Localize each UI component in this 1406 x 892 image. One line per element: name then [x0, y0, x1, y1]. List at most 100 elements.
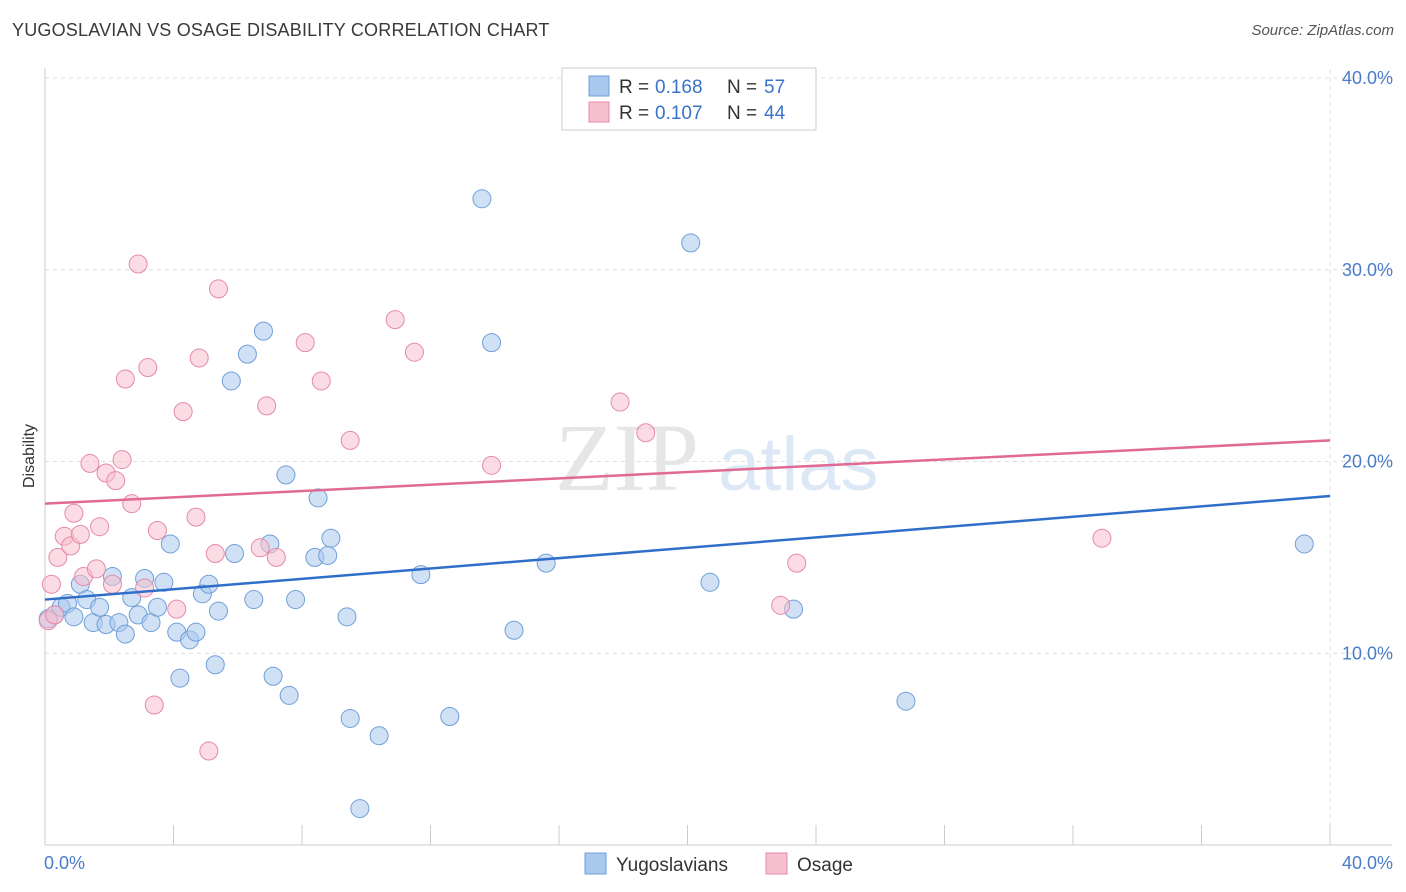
yugoslavian-point — [205, 655, 225, 675]
legend-r-label: R = — [619, 77, 649, 98]
chart-source: Source: ZipAtlas.com — [1251, 22, 1394, 39]
osage-point — [205, 544, 225, 564]
osage-point — [167, 599, 187, 619]
osage-point — [80, 453, 100, 473]
yugoslavian-point — [472, 189, 492, 209]
yugoslavian-point — [170, 668, 190, 688]
yugoslavian-point — [208, 601, 228, 621]
osage-point — [41, 574, 61, 594]
osage-point — [636, 423, 656, 443]
yugoslavian-point — [160, 534, 180, 554]
legend-r-label: R = — [619, 103, 649, 124]
legend-n-value: 44 — [764, 103, 786, 124]
osage-point — [186, 507, 206, 527]
yugoslavian-point — [199, 574, 219, 594]
osage-point — [787, 553, 807, 573]
osage-point — [135, 578, 155, 598]
osage-point — [48, 547, 68, 567]
series-legend-label: Yugoslavians — [616, 855, 728, 876]
y-tick-label: 10.0% — [1342, 643, 1393, 663]
osage-point — [610, 392, 630, 412]
x-tick-label-min: 0.0% — [44, 853, 85, 873]
legend-n-label: N = — [727, 103, 757, 124]
legend-n-label: N = — [727, 77, 757, 98]
yugoslavian-point — [340, 708, 360, 728]
legend-n-value: 57 — [764, 77, 785, 98]
yugoslavian-point — [536, 553, 556, 573]
osage-point — [199, 741, 219, 761]
y-axis-label: Disability — [21, 424, 38, 488]
watermark: ZIP atlas — [555, 404, 879, 511]
osage-point — [86, 559, 106, 579]
legend-swatch — [588, 101, 610, 123]
legend-r-value: 0.168 — [655, 77, 703, 98]
yugoslavian-trend-line — [44, 494, 1331, 601]
yugoslavian-point — [350, 799, 370, 819]
osage-point — [257, 396, 277, 416]
osage-point — [45, 605, 65, 625]
yugoslavian-point — [253, 321, 273, 341]
osage-point — [404, 342, 424, 362]
yugoslavian-point — [225, 544, 245, 564]
stats-legend: R = 0.168 N = 57 R = 0.107 N = 44 — [561, 67, 817, 131]
yugoslavian-point — [276, 465, 296, 485]
yugoslavian-point — [147, 597, 167, 617]
series-legend-swatch — [765, 852, 788, 875]
yugoslavian-point — [286, 590, 306, 610]
osage-point — [250, 538, 270, 558]
yugoslavian-point — [896, 691, 916, 711]
legend-swatch — [588, 75, 610, 97]
osage-point — [102, 574, 122, 594]
yugoslavian-point — [681, 233, 701, 253]
osage-point — [173, 402, 193, 422]
osage-point — [144, 695, 164, 715]
yugoslavian-point — [154, 572, 174, 592]
trend-lines — [44, 439, 1331, 601]
osage-trend-line — [44, 439, 1331, 505]
x-tick-label-max: 40.0% — [1342, 853, 1393, 873]
tick-labels: 10.0% 20.0% 30.0% 40.0% 0.0% 40.0% — [44, 68, 1393, 873]
osage-point — [208, 279, 228, 299]
osage-point — [266, 547, 286, 567]
yugoslavian-point — [318, 545, 338, 565]
yugoslavian-point — [1294, 534, 1314, 554]
yugoslavian-point — [279, 685, 299, 705]
osage-point — [147, 521, 167, 541]
osage-point — [295, 333, 315, 353]
osage-point — [90, 517, 110, 537]
yugoslavian-point — [237, 344, 257, 364]
yugoslavian-point — [369, 726, 389, 746]
yugoslavian-point — [90, 597, 110, 617]
osage-point — [340, 430, 360, 450]
axes — [44, 68, 1392, 846]
osage-point — [482, 455, 502, 475]
osage-point — [138, 358, 158, 378]
yugoslavian-point — [504, 620, 524, 640]
y-tick-label: 40.0% — [1342, 68, 1393, 88]
yugoslavian-point — [263, 666, 283, 686]
yugoslavian-point — [244, 590, 264, 610]
yugoslavian-point — [337, 607, 357, 627]
osage-point — [115, 369, 135, 389]
osage-point — [311, 371, 331, 391]
yugoslavian-point — [482, 333, 502, 353]
osage-point — [1092, 528, 1112, 548]
osage-point — [106, 471, 126, 491]
osage-point — [128, 254, 148, 274]
series-legend: Yugoslavians Osage — [584, 852, 853, 876]
yugoslavian-point — [321, 528, 341, 548]
osage-point — [771, 595, 791, 615]
osage-point — [70, 524, 90, 544]
osage-point — [112, 450, 132, 470]
osage-point — [64, 503, 84, 523]
series-legend-label: Osage — [797, 855, 853, 876]
yugoslavian-point — [64, 607, 84, 627]
yugoslavian-point — [221, 371, 241, 391]
y-tick-label: 20.0% — [1342, 452, 1393, 472]
watermark-zip: ZIP — [555, 404, 699, 511]
y-tick-label: 30.0% — [1342, 260, 1393, 280]
osage-point — [385, 310, 405, 330]
series-legend-swatch — [584, 852, 607, 875]
yugoslavian-point — [700, 572, 720, 592]
yugoslavian-point — [440, 707, 460, 727]
